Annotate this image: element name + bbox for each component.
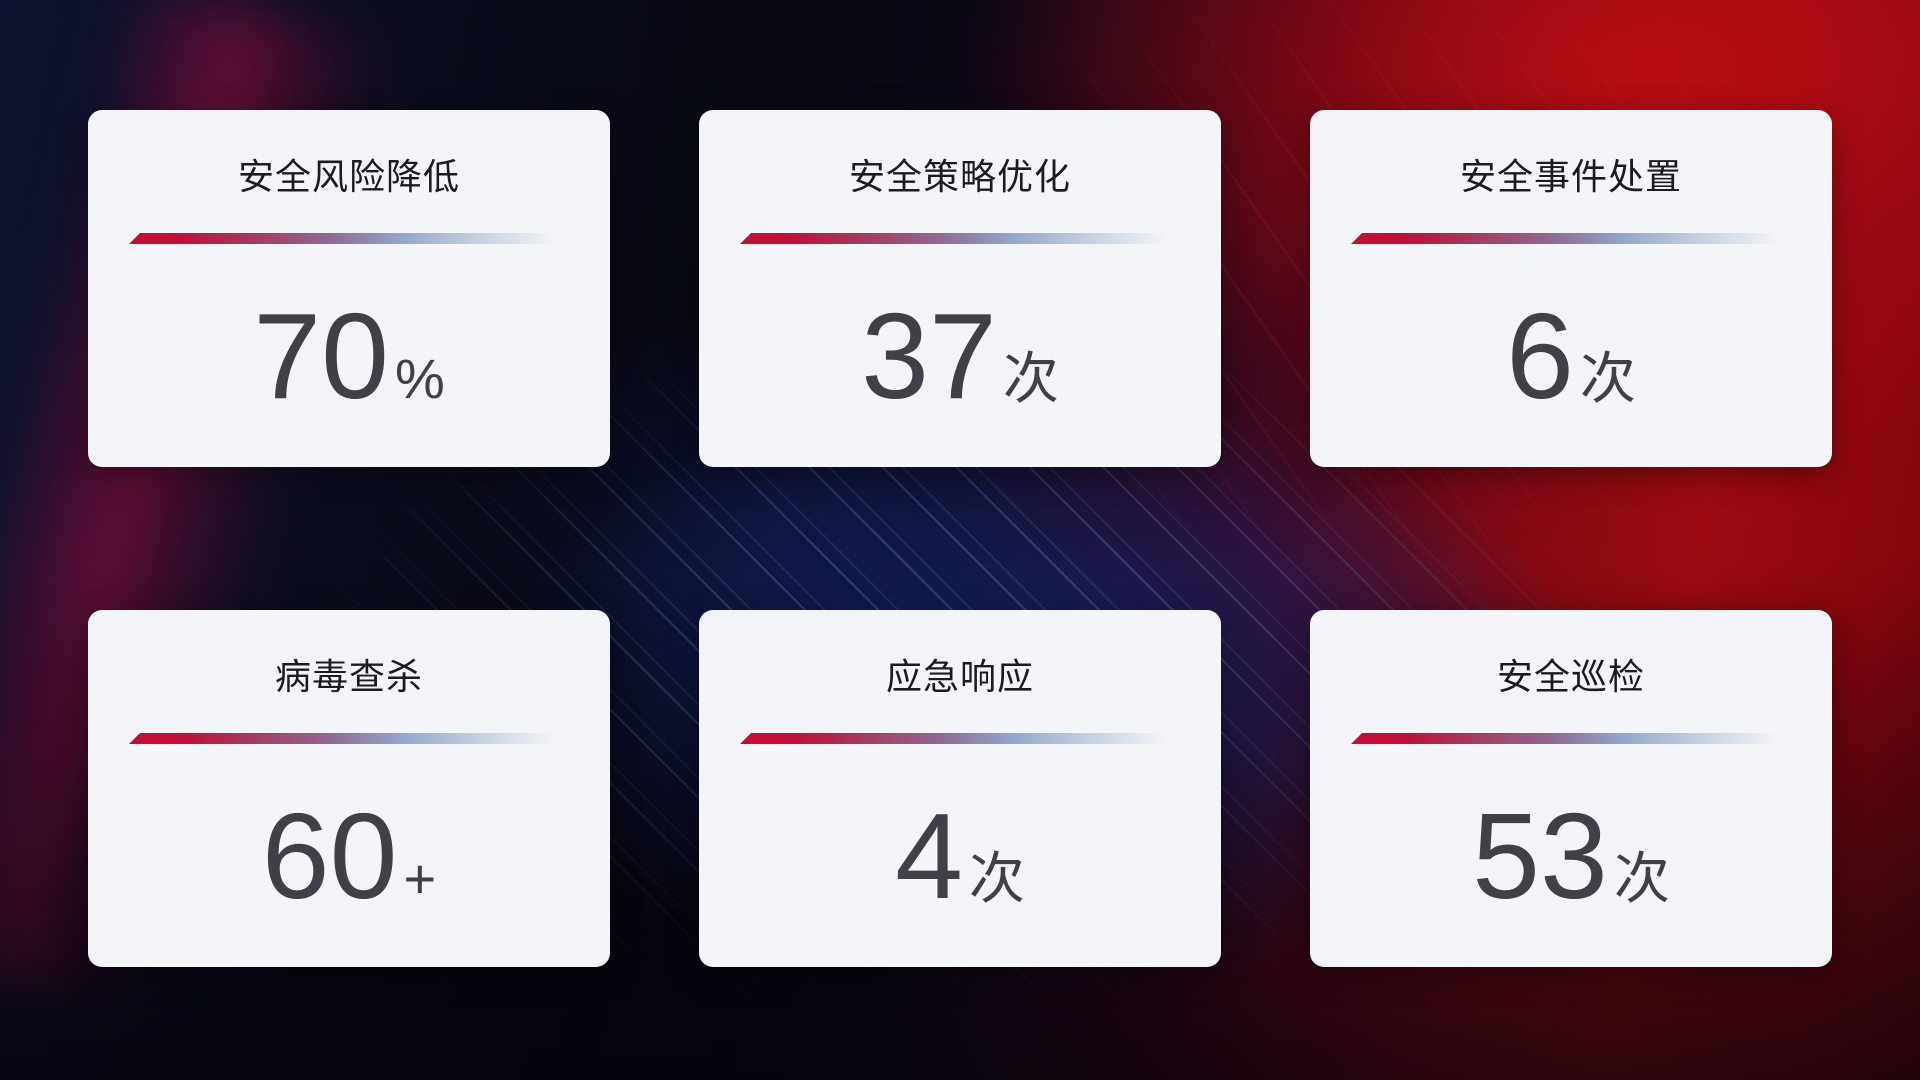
gradient-divider	[740, 233, 1180, 244]
stat-card-title: 安全策略优化	[848, 156, 1071, 197]
stat-value-number: 37	[861, 287, 997, 424]
stat-value-unit: 次	[968, 846, 1025, 910]
stat-card-virus-scan: 病毒查杀 60 +	[88, 610, 610, 967]
stat-value-number: 60	[261, 787, 398, 924]
stat-card-incident-handling: 安全事件处置 6 次	[1310, 110, 1832, 467]
stat-card-title: 安全巡检	[1496, 656, 1645, 697]
stat-value-area: 6 次	[1310, 244, 1832, 467]
stat-value-unit: 次	[1613, 846, 1670, 910]
stat-value-number: 53	[1472, 787, 1608, 924]
stat-card-emergency-response: 应急响应 4 次	[699, 610, 1221, 967]
stat-card-title: 安全风险降低	[237, 156, 460, 197]
stat-value-unit: 次	[1002, 346, 1059, 410]
stat-value: 53 次	[1472, 795, 1670, 917]
stat-card-title: 安全事件处置	[1459, 156, 1682, 197]
stat-value-unit: 次	[1579, 346, 1636, 410]
stat-card-security-inspection: 安全巡检 53 次	[1310, 610, 1832, 967]
stat-card-title: 病毒查杀	[274, 656, 423, 697]
stat-value-number: 70	[253, 287, 389, 424]
stat-value: 37 次	[861, 295, 1059, 417]
stat-value: 60 +	[262, 795, 436, 917]
stats-grid: 安全风险降低 70 % 安全策略优化 37 次 安全事件处置 6 次	[88, 110, 1832, 967]
gradient-divider	[740, 733, 1180, 744]
stat-card-title: 应急响应	[885, 656, 1034, 697]
stat-value-area: 53 次	[1310, 744, 1832, 967]
stat-card-policy-optimization: 安全策略优化 37 次	[699, 110, 1221, 467]
gradient-divider	[129, 733, 569, 744]
stat-value-area: 37 次	[699, 244, 1221, 467]
stat-value: 4 次	[895, 795, 1025, 917]
stat-card-risk-reduction: 安全风险降低 70 %	[88, 110, 610, 467]
stat-value: 6 次	[1506, 295, 1636, 417]
stat-value-number: 6	[1506, 287, 1574, 424]
gradient-divider	[129, 233, 569, 244]
stat-value-area: 70 %	[88, 244, 610, 467]
stat-value: 70 %	[253, 295, 445, 417]
stat-value-unit: %	[394, 346, 445, 410]
stat-value-unit: +	[403, 846, 437, 910]
gradient-divider	[1351, 233, 1791, 244]
stat-value-area: 4 次	[699, 744, 1221, 967]
stat-value-area: 60 +	[88, 744, 610, 967]
gradient-divider	[1351, 733, 1791, 744]
stat-value-number: 4	[895, 787, 963, 924]
